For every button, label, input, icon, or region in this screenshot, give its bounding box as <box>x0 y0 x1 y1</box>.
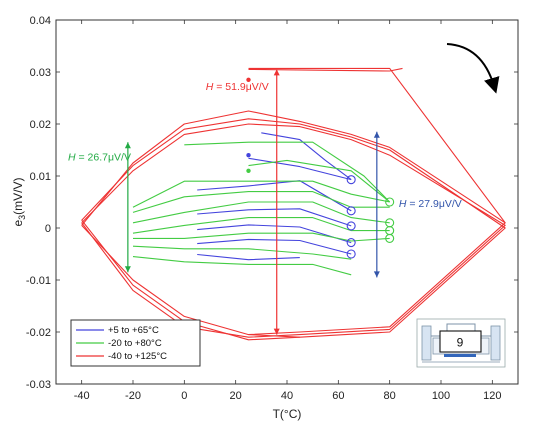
inset-number-label: 9 <box>457 336 464 350</box>
marker-layer <box>246 77 395 259</box>
h-annotation-label: H = 51.9μV/V <box>206 81 269 93</box>
y-tick-label: 0.02 <box>30 119 51 131</box>
series-5-to-65-c-start-marker <box>246 153 251 158</box>
series-5-to-65-c-end-marker <box>346 238 356 248</box>
series-20-to-80-c-line <box>132 217 390 234</box>
y-axis-label-unit: (mV/V) <box>11 177 25 214</box>
series-5-to-65-c-line <box>248 157 352 181</box>
series-20-to-80-c-line <box>133 232 390 242</box>
sensor-inset-illustration: 9 <box>416 318 506 368</box>
series-5-to-65-c-line <box>197 224 352 244</box>
y-tick-label: 0 <box>45 223 51 235</box>
series-20-to-80-c-start-marker <box>246 168 251 173</box>
series-20-to-80-c-line <box>132 191 390 213</box>
h-annotation-label: H = 26.7μV/V <box>68 151 131 163</box>
h-arrowhead-bottom <box>124 266 131 273</box>
series-5-to-65-c-line <box>197 208 352 227</box>
series-5-to-65-c-end-marker <box>346 221 356 231</box>
series-20-to-80-c-end-marker <box>385 197 395 207</box>
series-5-to-65-c-end-marker <box>346 175 356 185</box>
h-arrowhead-top <box>373 131 380 138</box>
series-40-to-125-c-line <box>248 67 506 224</box>
series-20-to-80-c-line <box>132 256 352 276</box>
x-tick-label: 100 <box>432 390 450 402</box>
series-5-to-65-c-end-marker <box>346 206 356 216</box>
y-tick-group: -0.03 -0.02 -0.01 0 0.01 0.02 0.03 0.04 <box>26 15 518 391</box>
y-tick-label: 0.04 <box>30 15 51 27</box>
legend: +5 to +65°C -20 to +80°C -40 to +125°C <box>70 319 201 367</box>
legend-label-blue: +5 to +65°C <box>108 325 159 336</box>
series-20-to-80-c-line <box>132 245 352 260</box>
y-tick-label: -0.03 <box>26 379 51 391</box>
series-5-to-65-c-end-marker <box>346 249 356 259</box>
x-tick-label: 20 <box>230 390 242 402</box>
h-arrowhead-bottom <box>373 271 380 278</box>
series-20-to-80-c-end-marker <box>385 233 395 243</box>
x-axis-label: T(°C) <box>273 407 302 421</box>
legend-label-red: -40 to +125°C <box>108 351 167 362</box>
series-5-to-65-c-line <box>299 180 352 212</box>
y-tick-label: -0.02 <box>26 327 51 339</box>
series-20-to-80-c-line <box>184 141 391 203</box>
series-20-to-80-c-line <box>248 159 391 203</box>
x-tick-label: 60 <box>332 390 344 402</box>
series-5-to-65-c-line <box>197 238 352 255</box>
h-arrowhead-top <box>273 69 280 76</box>
svg-text:e3(mV/V): e3(mV/V) <box>11 177 27 226</box>
y-tick-label: 0.03 <box>30 67 51 79</box>
series-40-to-125-c-start-marker <box>246 77 251 83</box>
series-40-to-125-c-line <box>81 110 506 336</box>
y-tick-label: -0.01 <box>26 275 51 287</box>
x-tick-label: -40 <box>74 390 90 402</box>
series-20-to-80-c-line <box>132 180 390 208</box>
y-axis-label-main: e <box>11 220 25 227</box>
series-40-to-125-c-line <box>248 67 403 72</box>
series-5-to-65-c-line <box>261 132 352 181</box>
rotation-arrow-icon <box>446 43 500 94</box>
x-tick-label: 0 <box>181 390 187 402</box>
series-5-to-65-c-line <box>197 253 300 261</box>
legend-label-green: -20 to +80°C <box>108 338 162 349</box>
x-tick-label: 80 <box>384 390 396 402</box>
y-tick-label: 0.01 <box>30 171 51 183</box>
y-axis-label: e3(mV/V) <box>11 177 27 226</box>
annotation-layer: H = 51.9μV/V H = 26.7μV/V H = 27.9μV/V <box>68 69 462 335</box>
h-annotation-label: H = 27.9μV/V <box>399 198 462 210</box>
h-arrowhead-top <box>124 142 131 149</box>
x-tick-label: 120 <box>483 390 501 402</box>
x-tick-label: -20 <box>125 390 141 402</box>
h-arrowhead-bottom <box>273 328 280 335</box>
x-tick-group: -40 -20 0 20 40 60 80 100 120 <box>74 20 502 402</box>
series-40-to-125-c-line <box>248 334 300 338</box>
series-20-to-80-c-line <box>132 201 390 224</box>
y-axis-label-subscript: 3 <box>17 215 27 220</box>
x-tick-label: 40 <box>281 390 293 402</box>
